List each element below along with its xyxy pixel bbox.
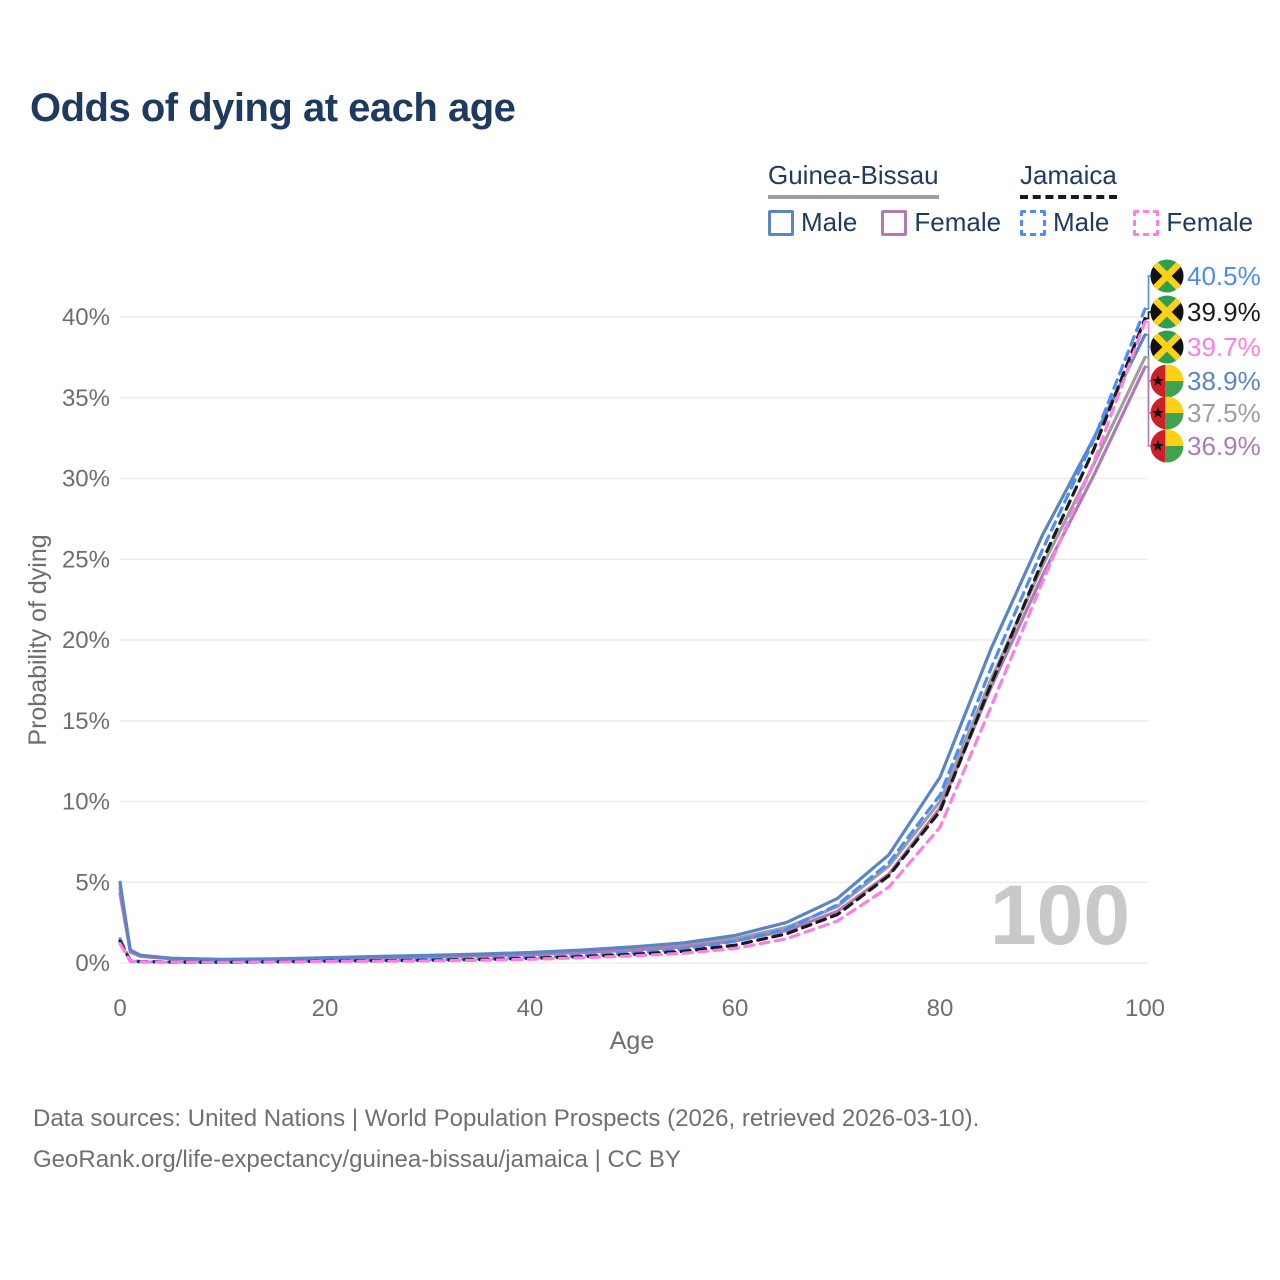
end-value-label-guinea-bissau-both: 37.5% xyxy=(1187,398,1261,428)
guinea-bissau-flag-icon xyxy=(1150,429,1184,463)
legend-item-jamaica-female[interactable]: Female xyxy=(1133,207,1253,238)
jamaica-flag-icon xyxy=(1150,259,1184,293)
legend-item-guinea-bissau-female[interactable]: Female xyxy=(881,207,1001,238)
footer: Data sources: United Nations | World Pop… xyxy=(33,1098,979,1180)
legend-label-female: Female xyxy=(914,207,1002,237)
y-tick-label: 35% xyxy=(62,385,110,412)
legend-country-guinea-bissau: Guinea-Bissau xyxy=(768,160,939,199)
y-tick-label: 5% xyxy=(75,869,110,896)
y-tick-label: 40% xyxy=(62,304,110,331)
legend-group-jamaica: Jamaica Male Female xyxy=(1020,160,1253,238)
x-tick-label: 100 xyxy=(1125,995,1165,1022)
x-tick-label: 60 xyxy=(722,995,749,1022)
end-label-connector-jamaica-both xyxy=(1145,311,1151,320)
y-tick-label: 0% xyxy=(75,950,110,977)
legend-item-guinea-bissau-male[interactable]: Male xyxy=(768,207,857,238)
x-axis-title: Age xyxy=(610,1027,654,1055)
page-title: Odds of dying at each age xyxy=(30,86,516,130)
guinea-bissau-male-swatch-icon xyxy=(768,209,794,236)
y-tick-label: 20% xyxy=(62,627,110,654)
series-line-jamaica-male[interactable] xyxy=(118,307,1147,964)
end-value-label-jamaica-both: 39.9% xyxy=(1187,297,1261,327)
jamaica-female-swatch-icon xyxy=(1133,209,1160,236)
legend-item-jamaica-male[interactable]: Male xyxy=(1020,207,1109,238)
series-line-jamaica-female[interactable] xyxy=(118,320,1147,964)
y-axis-title: Probability of dying xyxy=(24,534,52,745)
series-line-guinea-bissau-male[interactable] xyxy=(118,333,1147,961)
guinea-bissau-flag-icon xyxy=(1150,396,1184,430)
end-label-connector-jamaica-male xyxy=(1145,275,1151,310)
footer-url: GeoRank.org/life-expectancy/guinea-bissa… xyxy=(33,1146,681,1173)
guinea-bissau-female-swatch-icon xyxy=(881,209,908,236)
y-tick-label: 10% xyxy=(62,789,110,816)
end-label-connector-guinea-bissau-female xyxy=(1145,366,1151,447)
footer-data-sources: Data sources: United Nations | World Pop… xyxy=(33,1105,980,1132)
legend-label-female: Female xyxy=(1166,207,1254,237)
legend-label-male: Male xyxy=(801,207,858,237)
jamaica-male-swatch-icon xyxy=(1020,209,1046,236)
age-watermark: 100 xyxy=(990,868,1130,962)
x-tick-label: 40 xyxy=(517,995,544,1022)
legend-country-jamaica: Jamaica xyxy=(1020,160,1117,199)
y-tick-label: 30% xyxy=(62,466,110,493)
y-tick-label: 15% xyxy=(62,708,110,735)
x-tick-label: 20 xyxy=(312,995,339,1022)
end-value-label-guinea-bissau-male: 38.9% xyxy=(1187,366,1261,396)
legend-label-male: Male xyxy=(1053,207,1110,237)
x-tick-label: 0 xyxy=(113,995,126,1022)
end-value-label-guinea-bissau-female: 36.9% xyxy=(1187,431,1261,461)
legend-group-guinea-bissau: Guinea-Bissau Male Female xyxy=(768,160,1001,238)
y-tick-label: 25% xyxy=(62,546,110,573)
jamaica-flag-icon xyxy=(1150,330,1184,364)
end-value-label-jamaica-male: 40.5% xyxy=(1187,261,1261,291)
x-tick-label: 80 xyxy=(927,995,954,1022)
jamaica-flag-icon xyxy=(1150,295,1184,329)
guinea-bissau-flag-icon xyxy=(1150,364,1184,398)
end-value-label-jamaica-female: 39.7% xyxy=(1187,332,1261,362)
